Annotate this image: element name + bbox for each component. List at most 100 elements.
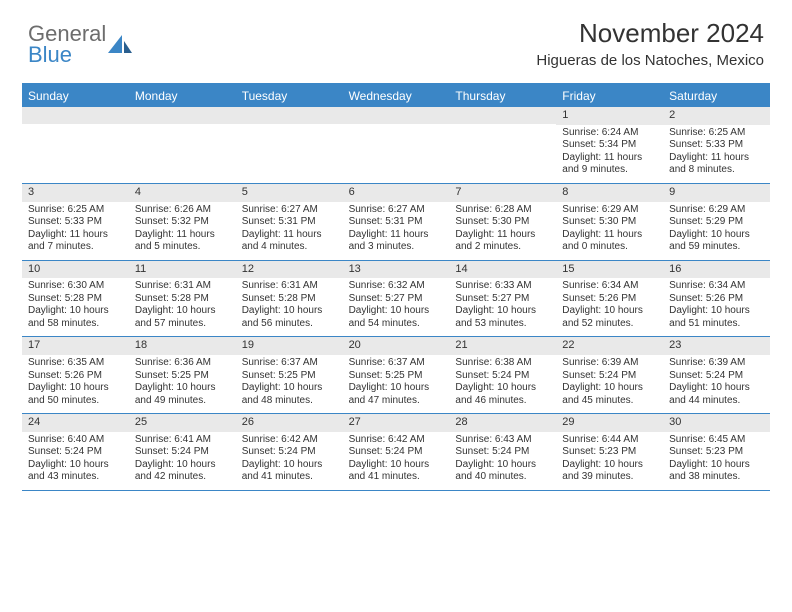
- day-cell: 8Sunrise: 6:29 AMSunset: 5:30 PMDaylight…: [556, 184, 663, 261]
- day-cell: 6Sunrise: 6:27 AMSunset: 5:31 PMDaylight…: [343, 184, 450, 261]
- day-sunrise: Sunrise: 6:43 AM: [455, 434, 550, 447]
- day-daylight2: and 44 minutes.: [669, 395, 764, 408]
- day-sunset: Sunset: 5:26 PM: [28, 370, 123, 383]
- dow-monday: Monday: [129, 85, 236, 107]
- calendar: Sunday Monday Tuesday Wednesday Thursday…: [22, 83, 770, 491]
- day-cell: 10Sunrise: 6:30 AMSunset: 5:28 PMDayligh…: [22, 261, 129, 338]
- day-sunrise: Sunrise: 6:29 AM: [562, 204, 657, 217]
- day-cell: [236, 107, 343, 184]
- day-daylight2: and 7 minutes.: [28, 241, 123, 254]
- day-sunset: Sunset: 5:30 PM: [562, 216, 657, 229]
- day-cell: 23Sunrise: 6:39 AMSunset: 5:24 PMDayligh…: [663, 337, 770, 414]
- day-sunrise: Sunrise: 6:30 AM: [28, 280, 123, 293]
- day-info: [236, 124, 343, 174]
- week-row: 17Sunrise: 6:35 AMSunset: 5:26 PMDayligh…: [22, 337, 770, 414]
- day-info: Sunrise: 6:33 AMSunset: 5:27 PMDaylight:…: [449, 278, 556, 336]
- header: General Blue November 2024 Higueras de l…: [0, 0, 792, 77]
- day-cell: 22Sunrise: 6:39 AMSunset: 5:24 PMDayligh…: [556, 337, 663, 414]
- day-info: Sunrise: 6:29 AMSunset: 5:30 PMDaylight:…: [556, 202, 663, 260]
- day-daylight2: and 50 minutes.: [28, 395, 123, 408]
- day-sunrise: Sunrise: 6:31 AM: [135, 280, 230, 293]
- day-daylight1: Daylight: 10 hours: [455, 459, 550, 472]
- day-number: 29: [556, 414, 663, 432]
- day-number: 11: [129, 261, 236, 279]
- day-info: Sunrise: 6:39 AMSunset: 5:24 PMDaylight:…: [663, 355, 770, 413]
- day-sunrise: Sunrise: 6:25 AM: [28, 204, 123, 217]
- day-daylight2: and 3 minutes.: [349, 241, 444, 254]
- day-daylight1: Daylight: 10 hours: [28, 382, 123, 395]
- day-number: 25: [129, 414, 236, 432]
- day-sunrise: Sunrise: 6:26 AM: [135, 204, 230, 217]
- day-sunset: Sunset: 5:23 PM: [562, 446, 657, 459]
- day-sunset: Sunset: 5:33 PM: [28, 216, 123, 229]
- day-number: 27: [343, 414, 450, 432]
- day-sunrise: Sunrise: 6:36 AM: [135, 357, 230, 370]
- day-daylight2: and 59 minutes.: [669, 241, 764, 254]
- day-number: 21: [449, 337, 556, 355]
- day-number: [129, 107, 236, 124]
- day-cell: 19Sunrise: 6:37 AMSunset: 5:25 PMDayligh…: [236, 337, 343, 414]
- day-daylight2: and 46 minutes.: [455, 395, 550, 408]
- day-cell: 26Sunrise: 6:42 AMSunset: 5:24 PMDayligh…: [236, 414, 343, 491]
- day-sunrise: Sunrise: 6:40 AM: [28, 434, 123, 447]
- day-sunrise: Sunrise: 6:39 AM: [669, 357, 764, 370]
- day-sunset: Sunset: 5:34 PM: [562, 139, 657, 152]
- day-sunrise: Sunrise: 6:32 AM: [349, 280, 444, 293]
- logo-sail-icon: [108, 33, 134, 55]
- day-daylight1: Daylight: 11 hours: [669, 152, 764, 165]
- day-sunrise: Sunrise: 6:29 AM: [669, 204, 764, 217]
- day-sunrise: Sunrise: 6:34 AM: [669, 280, 764, 293]
- day-info: Sunrise: 6:37 AMSunset: 5:25 PMDaylight:…: [343, 355, 450, 413]
- day-sunrise: Sunrise: 6:42 AM: [349, 434, 444, 447]
- day-sunset: Sunset: 5:25 PM: [135, 370, 230, 383]
- day-cell: 14Sunrise: 6:33 AMSunset: 5:27 PMDayligh…: [449, 261, 556, 338]
- day-sunrise: Sunrise: 6:35 AM: [28, 357, 123, 370]
- day-sunset: Sunset: 5:24 PM: [242, 446, 337, 459]
- day-cell: [22, 107, 129, 184]
- day-daylight2: and 39 minutes.: [562, 471, 657, 484]
- day-cell: 13Sunrise: 6:32 AMSunset: 5:27 PMDayligh…: [343, 261, 450, 338]
- day-daylight2: and 0 minutes.: [562, 241, 657, 254]
- day-cell: [343, 107, 450, 184]
- day-info: Sunrise: 6:27 AMSunset: 5:31 PMDaylight:…: [343, 202, 450, 260]
- day-daylight2: and 40 minutes.: [455, 471, 550, 484]
- day-sunrise: Sunrise: 6:44 AM: [562, 434, 657, 447]
- day-cell: 18Sunrise: 6:36 AMSunset: 5:25 PMDayligh…: [129, 337, 236, 414]
- day-info: Sunrise: 6:40 AMSunset: 5:24 PMDaylight:…: [22, 432, 129, 490]
- week-row: 1Sunrise: 6:24 AMSunset: 5:34 PMDaylight…: [22, 107, 770, 184]
- day-number: 9: [663, 184, 770, 202]
- day-daylight2: and 5 minutes.: [135, 241, 230, 254]
- day-sunset: Sunset: 5:25 PM: [242, 370, 337, 383]
- day-daylight2: and 8 minutes.: [669, 164, 764, 177]
- day-number: 5: [236, 184, 343, 202]
- day-sunset: Sunset: 5:27 PM: [455, 293, 550, 306]
- month-title: November 2024: [536, 18, 764, 49]
- day-number: [449, 107, 556, 124]
- day-sunset: Sunset: 5:24 PM: [455, 370, 550, 383]
- day-cell: 20Sunrise: 6:37 AMSunset: 5:25 PMDayligh…: [343, 337, 450, 414]
- day-sunset: Sunset: 5:23 PM: [669, 446, 764, 459]
- day-daylight2: and 57 minutes.: [135, 318, 230, 331]
- day-cell: 16Sunrise: 6:34 AMSunset: 5:26 PMDayligh…: [663, 261, 770, 338]
- day-daylight1: Daylight: 10 hours: [562, 305, 657, 318]
- day-cell: 21Sunrise: 6:38 AMSunset: 5:24 PMDayligh…: [449, 337, 556, 414]
- dow-wednesday: Wednesday: [343, 85, 450, 107]
- day-sunset: Sunset: 5:29 PM: [669, 216, 764, 229]
- day-cell: 9Sunrise: 6:29 AMSunset: 5:29 PMDaylight…: [663, 184, 770, 261]
- day-number: 8: [556, 184, 663, 202]
- day-daylight1: Daylight: 10 hours: [242, 459, 337, 472]
- day-info: Sunrise: 6:24 AMSunset: 5:34 PMDaylight:…: [556, 125, 663, 183]
- day-number: 18: [129, 337, 236, 355]
- day-info: Sunrise: 6:31 AMSunset: 5:28 PMDaylight:…: [236, 278, 343, 336]
- week-row: 3Sunrise: 6:25 AMSunset: 5:33 PMDaylight…: [22, 184, 770, 261]
- day-daylight2: and 41 minutes.: [242, 471, 337, 484]
- day-sunset: Sunset: 5:27 PM: [349, 293, 444, 306]
- day-sunrise: Sunrise: 6:28 AM: [455, 204, 550, 217]
- day-number: 22: [556, 337, 663, 355]
- day-sunset: Sunset: 5:30 PM: [455, 216, 550, 229]
- day-number: [343, 107, 450, 124]
- day-number: 1: [556, 107, 663, 125]
- day-daylight2: and 54 minutes.: [349, 318, 444, 331]
- day-sunset: Sunset: 5:24 PM: [349, 446, 444, 459]
- day-daylight2: and 58 minutes.: [28, 318, 123, 331]
